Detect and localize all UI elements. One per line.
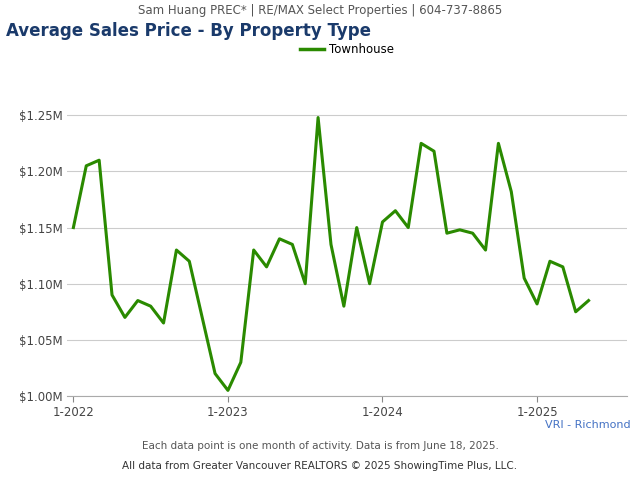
- Legend: Townhouse: Townhouse: [295, 39, 399, 61]
- Text: All data from Greater Vancouver REALTORS © 2025 ShowingTime Plus, LLC.: All data from Greater Vancouver REALTORS…: [122, 461, 518, 471]
- Text: Each data point is one month of activity. Data is from June 18, 2025.: Each data point is one month of activity…: [141, 441, 499, 451]
- Text: Sam Huang PREC* | RE/MAX Select Properties | 604-737-8865: Sam Huang PREC* | RE/MAX Select Properti…: [138, 3, 502, 17]
- Text: VRI - Richmond: VRI - Richmond: [545, 420, 630, 430]
- Text: Average Sales Price - By Property Type: Average Sales Price - By Property Type: [6, 22, 371, 40]
